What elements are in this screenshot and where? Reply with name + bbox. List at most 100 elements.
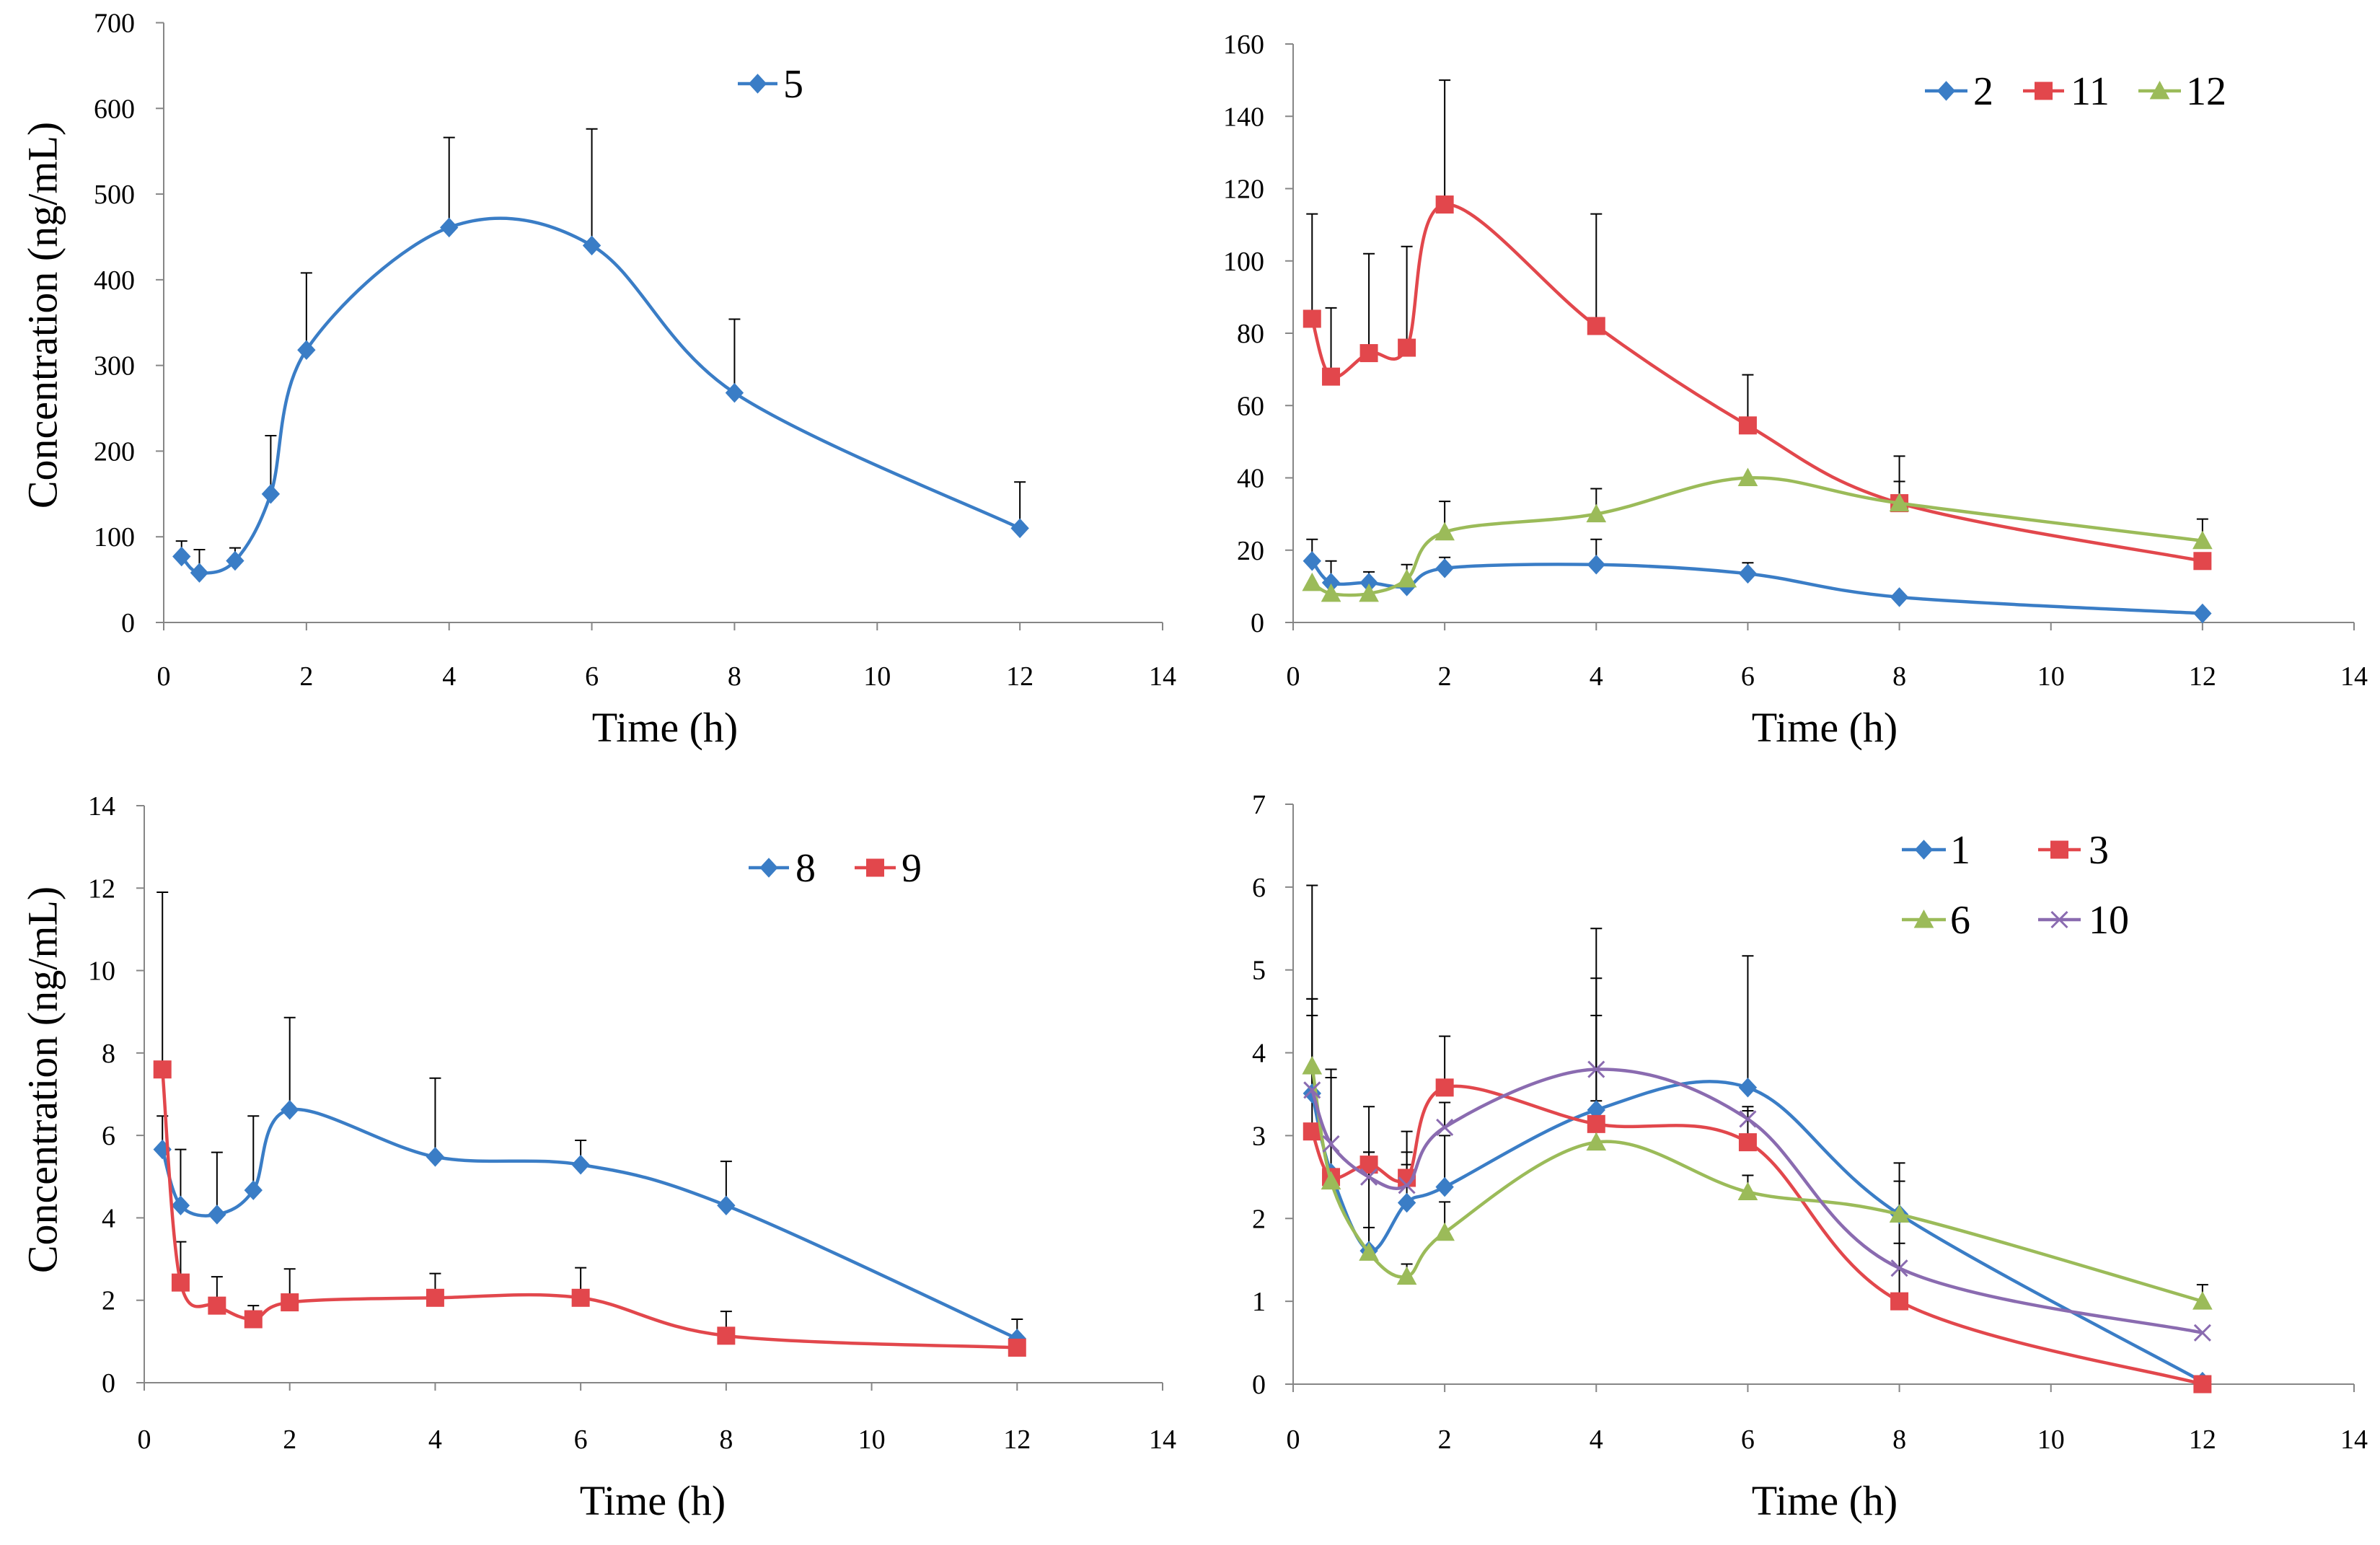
legend-entry: 11 [2023,69,2110,114]
error-bar [1439,1101,1451,1127]
data-point [1434,1222,1455,1241]
legend-label: 3 [2089,828,2109,873]
data-point [208,1296,226,1315]
legend-label: 6 [1950,898,1970,943]
x-tick-label: 8 [728,661,741,692]
x-tick-label: 6 [574,1425,588,1455]
y-tick-label: 5 [1252,956,1266,986]
data-point [1303,1122,1321,1141]
y-tick-label: 7 [1252,790,1266,820]
data-point [1587,555,1605,575]
error-bars [1306,884,2208,1302]
y-tick-label: 2 [1252,1204,1266,1234]
legend-label: 12 [2186,69,2226,114]
series-6 [1302,1055,2213,1310]
x-tick-label: 6 [1741,1425,1755,1455]
error-bar [247,1115,260,1191]
y-axis-title: Concentration (ng/mL) [19,886,66,1273]
legend-marker [1936,81,1956,101]
y-tick-label: 12 [88,873,115,904]
series-2 [1303,551,2212,624]
error-bar [1590,213,1603,326]
x-axis-title: Time (h) [592,704,739,751]
data-point [1889,1204,1910,1223]
error-bar [1325,1077,1337,1144]
y-tick-label: 10 [88,956,115,987]
series-9 [153,1060,1026,1357]
legend-marker [748,74,767,94]
data-point [1303,1081,1321,1099]
y-tick-label: 0 [121,608,135,638]
legend-marker [1914,840,1934,860]
error-bar [211,1151,223,1215]
y-tick-label: 400 [94,265,135,296]
legend-marker [2050,840,2068,859]
data-point [172,546,191,567]
y-tick-label: 200 [94,436,135,467]
legend-entry: 2 [1925,69,1993,114]
data-point [244,1180,263,1200]
data-point [1302,572,1323,591]
x-tick-label: 2 [1438,1425,1452,1455]
y-tick-label: 0 [1252,1370,1266,1400]
legend-entry: 12 [2138,69,2226,114]
data-point [1398,1176,1416,1194]
legend-label: 9 [902,846,922,891]
y-tick-label: 100 [1223,247,1264,277]
error-bar [1439,79,1451,205]
x-tick-label: 14 [2340,1425,2368,1455]
x-tick-label: 8 [1892,1425,1906,1455]
legend-entry: 5 [738,62,803,107]
data-point [261,484,281,504]
y-tick-label: 6 [102,1121,115,1151]
data-point [244,1310,263,1329]
data-point [426,1288,444,1307]
chart-panel-3: 0 2 4 6 8 10 12 14 0 2 4 6 8 10 12 14 Time (h) Concentrat… [19,791,1177,1524]
y-tick-label: 300 [94,351,135,382]
data-point [1303,551,1321,571]
data-point [2193,603,2212,624]
x-tick-label: 0 [138,1425,151,1455]
y-tick-label: 60 [1237,391,1264,421]
y-tick-label: 40 [1237,464,1264,494]
x-tick-label: 14 [1149,1425,1176,1455]
data-point [1586,503,1607,523]
x-tick-label: 6 [585,661,599,692]
y-tick-label: 80 [1237,319,1264,349]
y-axis-title: Concentration (ng/mL) [19,122,66,509]
legend-entry: 1 [1902,828,1970,873]
y-tick-label: 700 [94,9,135,39]
x-tick-label: 10 [858,1425,886,1455]
y-tick-label: 140 [1223,102,1264,132]
data-point [2192,1291,2213,1310]
data-point [1396,568,1417,588]
data-point [1738,416,1757,435]
error-bar [586,128,598,246]
x-tick-label: 2 [1438,661,1452,692]
error-bar [1401,245,1413,348]
error-bar [1742,955,1754,1088]
x-tick-label: 4 [442,661,456,692]
error-bar [300,272,312,351]
x-tick-label: 12 [2189,661,2216,692]
legend-label: 5 [783,62,803,107]
data-point [1010,518,1029,539]
error-bar [429,1077,441,1157]
data-point [1359,344,1378,363]
y-tick-label: 100 [94,522,135,553]
data-point [582,235,601,256]
data-point [1434,521,1455,541]
x-axis-title: Time (h) [580,1477,726,1524]
data-point [1435,1078,1454,1097]
legend-marker [759,858,778,878]
series-8 [153,1099,1026,1349]
error-bar [283,1016,296,1110]
data-point [725,382,744,403]
error-bar [728,318,741,393]
data-point [1738,563,1758,584]
x-tick-label: 14 [2340,661,2368,692]
